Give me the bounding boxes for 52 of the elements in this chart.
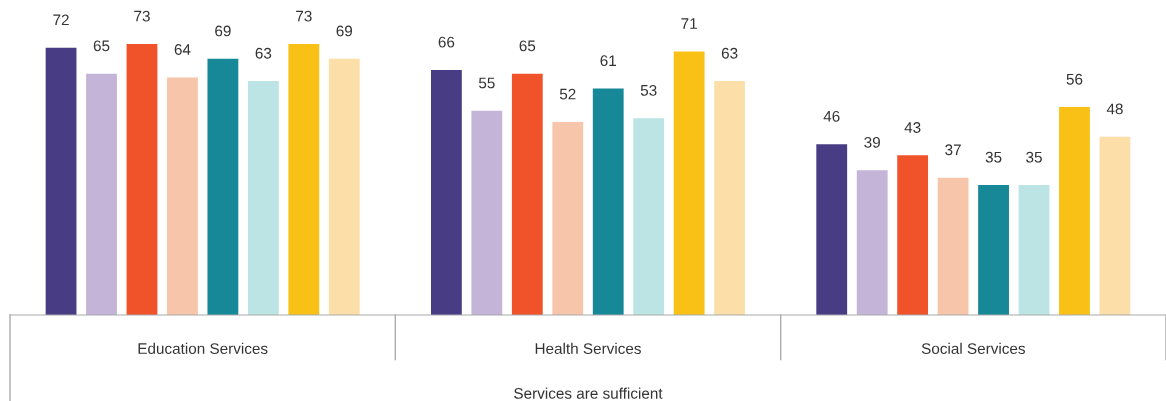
data-label: 73 bbox=[296, 10, 312, 22]
bar bbox=[552, 121, 584, 315]
data-label: 56 bbox=[1066, 73, 1083, 85]
bar bbox=[247, 81, 279, 315]
bar bbox=[1018, 185, 1050, 315]
bar bbox=[86, 73, 117, 315]
bar bbox=[511, 73, 543, 315]
bar bbox=[592, 88, 624, 315]
data-label: 52 bbox=[559, 88, 576, 100]
data-label: 72 bbox=[53, 14, 69, 26]
data-label: 35 bbox=[1026, 151, 1042, 163]
bar bbox=[1059, 107, 1090, 315]
data-label: 71 bbox=[681, 18, 697, 29]
bar bbox=[897, 155, 929, 315]
data-label: 53 bbox=[640, 84, 657, 96]
data-label: 63 bbox=[255, 47, 272, 59]
data-label: 43 bbox=[904, 122, 921, 133]
data-label: 35 bbox=[985, 151, 1002, 163]
bar bbox=[714, 81, 746, 315]
data-label: 65 bbox=[519, 40, 536, 52]
bar bbox=[471, 110, 503, 315]
data-label: 46 bbox=[823, 110, 840, 122]
bar bbox=[167, 77, 198, 315]
data-label: 61 bbox=[600, 55, 616, 67]
bar bbox=[328, 58, 360, 315]
data-label: 55 bbox=[478, 77, 495, 89]
bar bbox=[126, 43, 158, 315]
bar bbox=[430, 69, 462, 315]
data-label: 73 bbox=[134, 10, 150, 22]
data-label: 37 bbox=[945, 144, 961, 156]
data-label: 66 bbox=[438, 36, 455, 48]
x-tick-label: Education Services bbox=[138, 342, 268, 354]
data-label: 69 bbox=[336, 25, 353, 37]
data-label: 63 bbox=[721, 47, 738, 59]
bar bbox=[673, 51, 705, 315]
data-label: 64 bbox=[174, 44, 191, 55]
data-label: 69 bbox=[215, 25, 231, 37]
data-label: 65 bbox=[93, 40, 110, 52]
bar bbox=[978, 185, 1009, 315]
x-tick-label: Health Services bbox=[535, 342, 641, 354]
bar bbox=[856, 170, 888, 315]
bar bbox=[207, 58, 239, 315]
bar bbox=[633, 118, 665, 315]
data-label: 48 bbox=[1106, 103, 1123, 115]
data-label: 39 bbox=[864, 136, 880, 148]
x-tick-label: Social Services bbox=[921, 342, 1025, 354]
bar bbox=[937, 177, 969, 315]
bar bbox=[45, 47, 77, 315]
x-axis-title: Services are sufficient bbox=[514, 387, 663, 399]
bar bbox=[288, 43, 320, 315]
bar bbox=[1099, 136, 1131, 315]
bar bbox=[816, 144, 848, 315]
